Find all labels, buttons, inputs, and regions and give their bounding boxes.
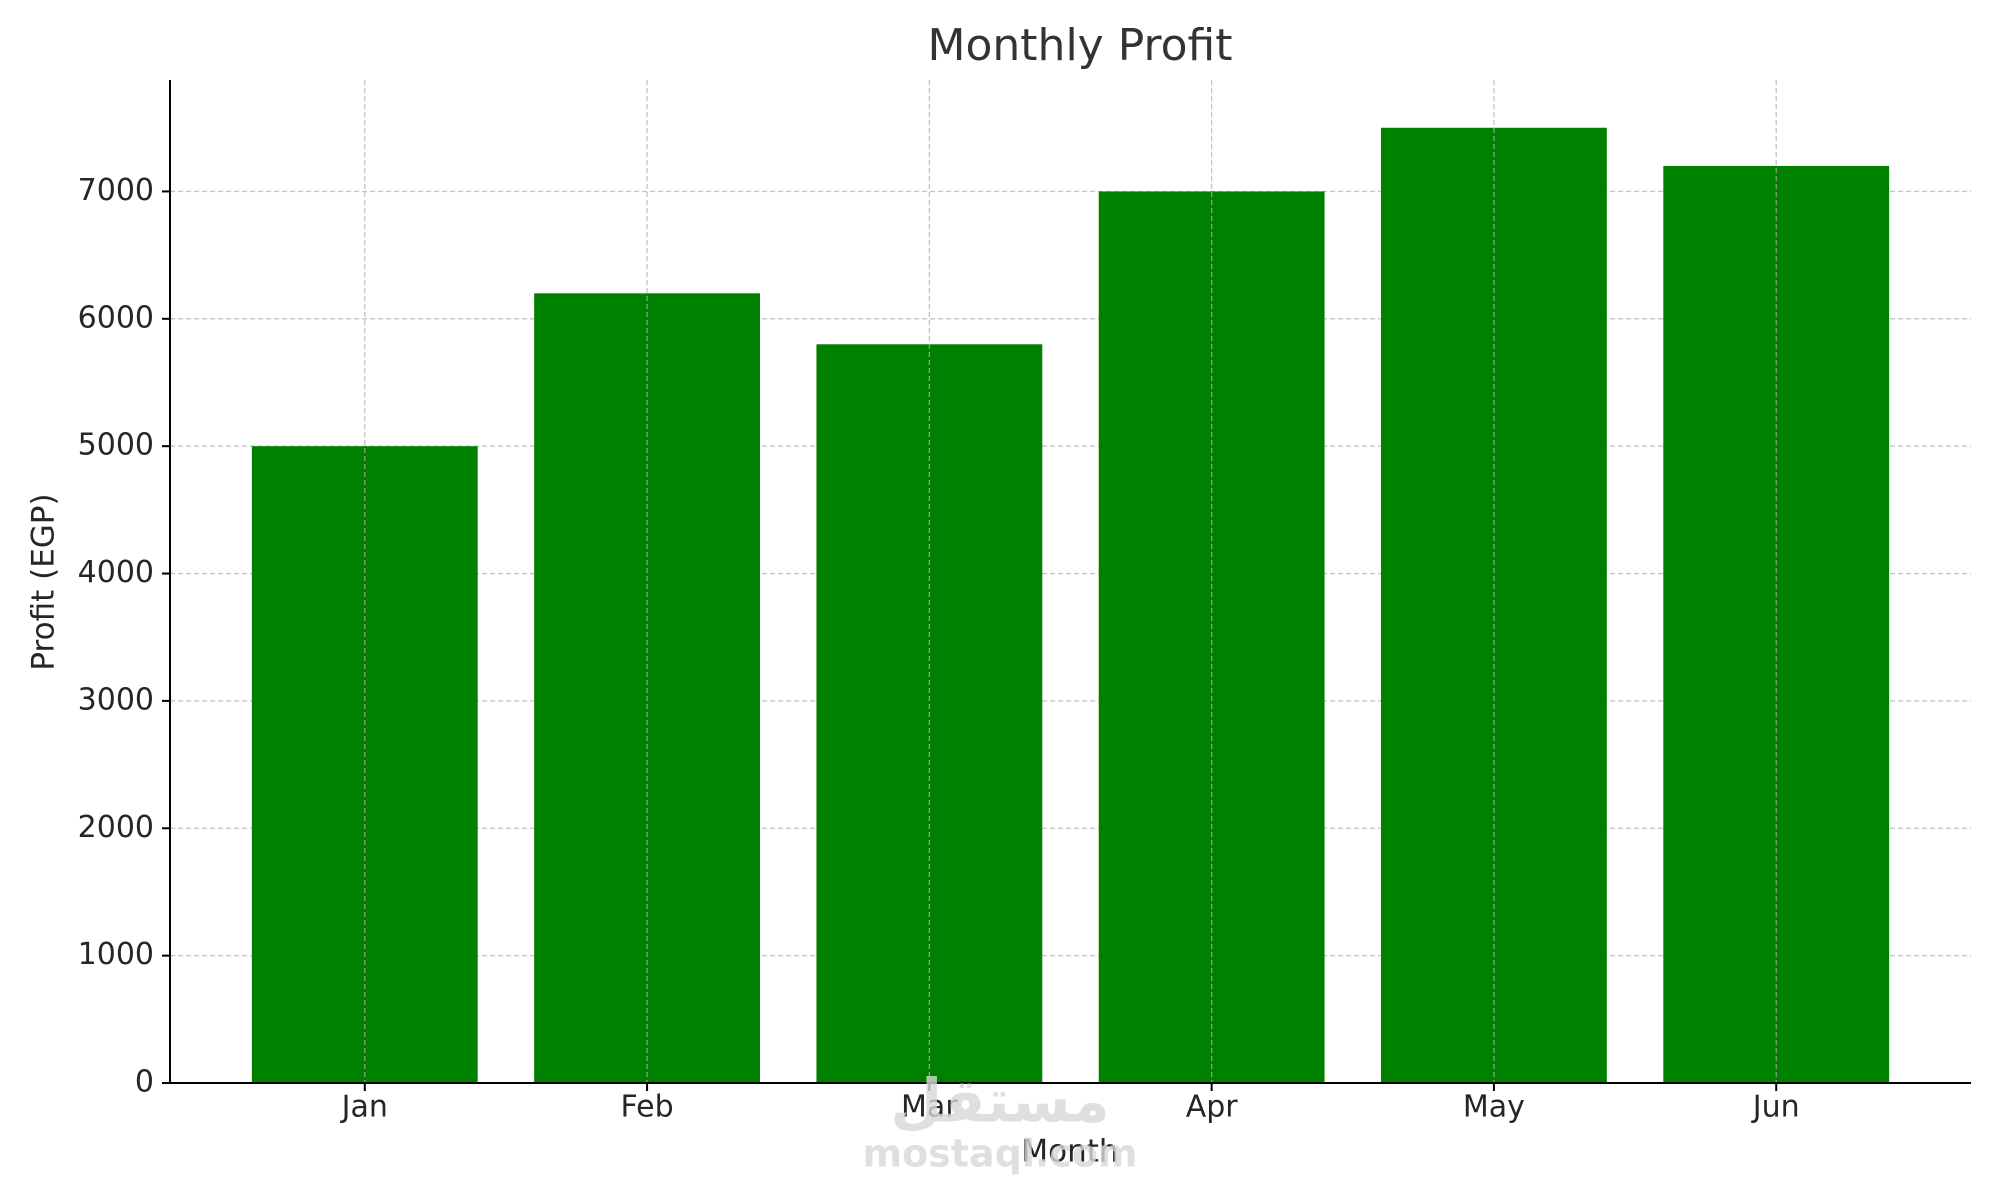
x-tick-label: May <box>1463 1090 1525 1125</box>
x-tick-label: Feb <box>621 1090 674 1125</box>
watermark-latin: mostaql.com <box>862 1132 1137 1176</box>
chart-title: Monthly Profit <box>928 20 1233 71</box>
y-tick-label: 4000 <box>78 555 154 590</box>
bar <box>1098 191 1325 1083</box>
axes: 0 1000 2000 3000 4000 5000 6000 7000 Jan Feb Mar Ap… <box>78 80 1971 1125</box>
y-axis-label: Profit (EGP) <box>26 493 62 670</box>
y-tick-label: 7000 <box>78 173 154 208</box>
x-tick-label: Jan <box>340 1090 388 1125</box>
y-tick-label: 0 <box>135 1065 154 1100</box>
x-tick-label: Apr <box>1186 1090 1239 1125</box>
y-tick-label: 6000 <box>78 300 154 335</box>
x-tick-label: Mar <box>901 1090 958 1125</box>
x-tick-label: Jun <box>1751 1090 1800 1125</box>
y-tick-label: 1000 <box>78 937 154 972</box>
y-tick-label: 2000 <box>78 810 154 845</box>
x-axis-label: Month <box>1021 1134 1118 1170</box>
watermark-arabic: مستقل <box>890 1067 1109 1137</box>
y-tick-label: 5000 <box>78 428 154 463</box>
y-tick-label: 3000 <box>78 682 154 717</box>
